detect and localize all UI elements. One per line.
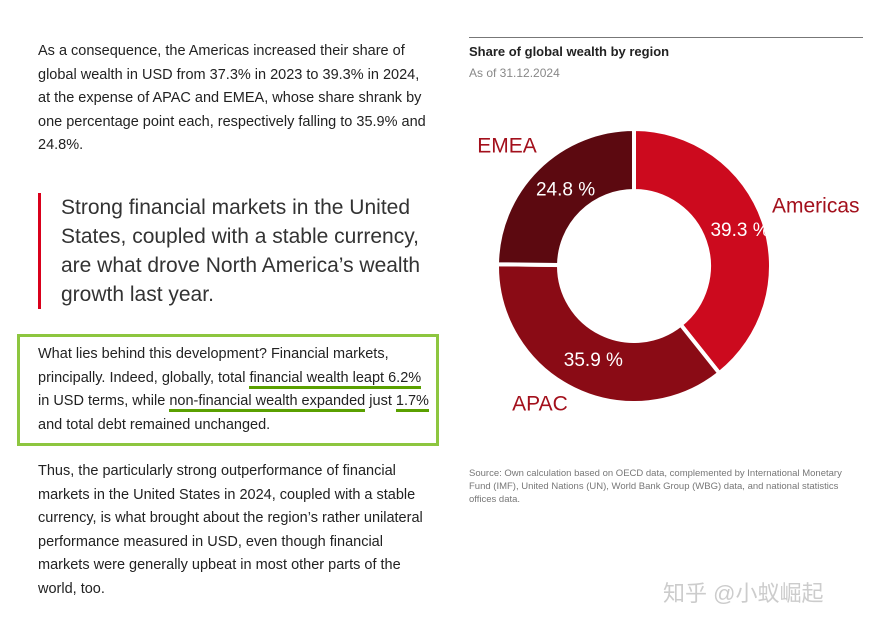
- watermark: 知乎 @小蚁崛起: [663, 581, 824, 606]
- chart-subtitle: As of 31.12.2024: [469, 66, 560, 80]
- category-label: Americas: [772, 195, 860, 218]
- text: just: [365, 393, 396, 409]
- highlight-paragraph: What lies behind this development? Finan…: [38, 343, 430, 437]
- chart: 39.3 %Americas 35.9 % APAC 24.8 % EMEA: [477, 126, 860, 416]
- paragraph: Thus, the particularly strong outperform…: [38, 463, 423, 597]
- category-label: APAC: [512, 393, 568, 416]
- pull-quote: Strong financial markets in the United S…: [38, 193, 431, 309]
- highlight-box: [17, 334, 439, 446]
- rule: [469, 37, 863, 38]
- category-label: EMEA: [477, 135, 537, 158]
- underlined-text: 1.7%: [395, 393, 429, 412]
- underlined-text: financial wealth leapt 6.2%: [249, 369, 422, 389]
- source-note: Source: Own calculation based on OECD da…: [469, 468, 842, 505]
- value-label: 35.9 %: [564, 350, 623, 371]
- text: in USD terms, while: [38, 393, 170, 409]
- value-label: 39.3 %: [710, 220, 769, 241]
- text: and total debt remained unchanged.: [38, 416, 271, 433]
- text: What lies behind this development? Finan…: [38, 346, 389, 386]
- chart-title: Share of global wealth by region: [469, 44, 670, 59]
- paragraph: As a consequence, the Americas increased…: [38, 43, 426, 153]
- donut-segment: [632, 126, 773, 377]
- value-label: 24.8 %: [536, 180, 595, 201]
- underlined-text: non-financial wealth expanded: [169, 393, 366, 412]
- donut-segment: [495, 262, 723, 405]
- donut-segment: [494, 126, 636, 268]
